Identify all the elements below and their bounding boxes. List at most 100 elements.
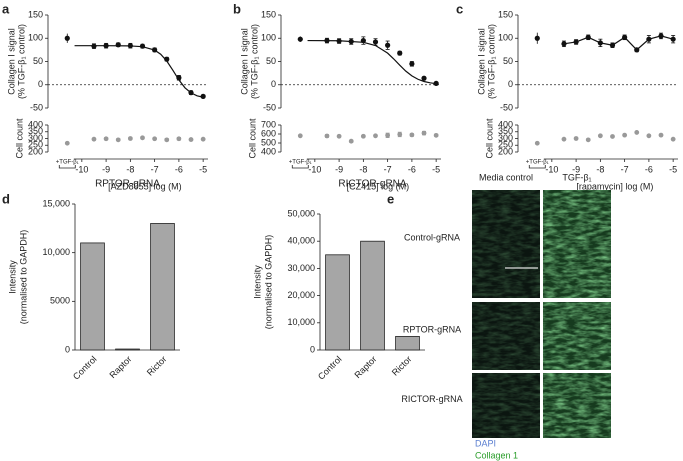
y-tick-label: 150 — [498, 9, 513, 19]
row-label: RPTOR-gRNA — [403, 324, 461, 334]
data-point — [610, 134, 615, 139]
control-point — [297, 36, 303, 42]
y-axis-label: Cell count — [484, 118, 494, 159]
data-point — [103, 43, 109, 49]
data-point — [324, 37, 330, 44]
data-point — [385, 42, 391, 48]
x-axis-label: [rapamycin] log (M) — [576, 181, 653, 191]
x-tick-label: -7 — [384, 164, 392, 174]
y-tick-label: 10,000 — [287, 317, 315, 327]
x-tick-label: -9 — [335, 164, 343, 174]
x-tick-label: -9 — [102, 164, 110, 174]
y-tick-label: 15,000 — [42, 198, 70, 208]
control-label: +TGF-β₁ — [526, 160, 549, 166]
data-point — [597, 133, 603, 139]
bar — [115, 348, 140, 351]
data-point — [348, 38, 354, 45]
data-point — [200, 93, 206, 99]
y-tick-label: 50,000 — [287, 208, 315, 218]
y-tick-label: 400 — [28, 119, 43, 129]
y-axis-label: Intensity — [7, 260, 17, 294]
y-axis-label: (% TGF-β₁ control) — [249, 24, 259, 99]
y-tick-label: 300 — [498, 133, 513, 143]
data-point — [324, 133, 330, 139]
data-point — [585, 34, 591, 40]
x-tick-label: Rictor — [390, 354, 414, 378]
data-point — [188, 90, 194, 96]
y-tick-label: 200 — [28, 146, 43, 156]
y-tick-label: 150 — [261, 9, 276, 19]
y-tick-label: 0 — [271, 79, 276, 89]
data-point — [360, 37, 366, 44]
x-axis-label: [CZ415] log (M) — [347, 181, 410, 191]
data-point — [634, 47, 640, 53]
panel-label: e — [387, 191, 394, 206]
y-tick-label: 500 — [261, 137, 276, 147]
data-point — [646, 133, 652, 139]
micrograph-texture — [472, 373, 540, 438]
data-point — [573, 136, 579, 141]
data-point — [348, 138, 354, 144]
row-label: Control-gRNA — [404, 232, 460, 242]
x-tick-label: Control — [71, 354, 99, 382]
data-point — [152, 136, 158, 142]
control-bracket — [58, 165, 76, 169]
data-point — [115, 137, 121, 143]
y-axis-label: Collagen I signal — [476, 28, 486, 95]
bar — [395, 335, 420, 351]
data-point — [397, 50, 403, 56]
data-point — [385, 132, 391, 138]
data-line — [563, 35, 674, 51]
y-tick-label: 250 — [28, 140, 43, 150]
x-tick-label: -5 — [669, 164, 677, 174]
data-point — [622, 34, 628, 40]
y-tick-label: 600 — [261, 128, 276, 138]
x-axis-label: [AZD8055] log (M) — [108, 181, 182, 191]
bar — [360, 240, 385, 351]
x-tick-label: -10 — [545, 164, 558, 174]
y-tick-label: 400 — [498, 119, 513, 129]
y-tick-label: -50 — [30, 102, 43, 112]
y-tick-label: 350 — [28, 126, 43, 136]
x-tick-label: -5 — [432, 164, 440, 174]
data-point — [409, 132, 415, 138]
x-tick-label: Raptor — [107, 354, 133, 380]
y-tick-label: 150 — [28, 9, 43, 19]
control-point — [64, 140, 70, 146]
x-tick-label: Raptor — [352, 354, 378, 380]
data-point — [634, 130, 640, 135]
y-axis-label: Intensity — [252, 265, 262, 299]
control-point — [534, 35, 540, 41]
data-point — [200, 136, 206, 142]
data-point — [139, 43, 146, 49]
micrograph-texture — [543, 190, 611, 298]
data-point — [91, 43, 97, 49]
control-point — [534, 140, 540, 146]
control-label: +TGF-β₁ — [289, 160, 312, 166]
data-point — [397, 132, 403, 137]
x-tick-label: -6 — [175, 164, 183, 174]
y-tick-label: 0 — [310, 344, 315, 354]
data-point — [561, 41, 567, 47]
data-point — [409, 61, 415, 67]
x-tick-label: -7 — [621, 164, 629, 174]
y-tick-label: 20,000 — [287, 290, 315, 300]
x-tick-label: -5 — [199, 164, 207, 174]
y-tick-label: 100 — [28, 33, 43, 43]
data-point — [421, 130, 427, 136]
data-point — [91, 136, 97, 142]
bar — [80, 242, 105, 351]
data-point — [372, 39, 379, 45]
fit-curve — [307, 39, 437, 85]
y-axis-label: (normalised to GAPDH) — [18, 230, 28, 325]
x-tick-label: Control — [316, 354, 344, 382]
panel-label: b — [233, 1, 241, 16]
bar — [325, 254, 350, 351]
y-tick-label: 200 — [498, 146, 513, 156]
column-label: Media control — [479, 172, 533, 182]
data-point — [140, 135, 145, 141]
data-point — [188, 137, 194, 142]
x-tick-label: -6 — [408, 164, 416, 174]
y-tick-label: -50 — [500, 102, 513, 112]
